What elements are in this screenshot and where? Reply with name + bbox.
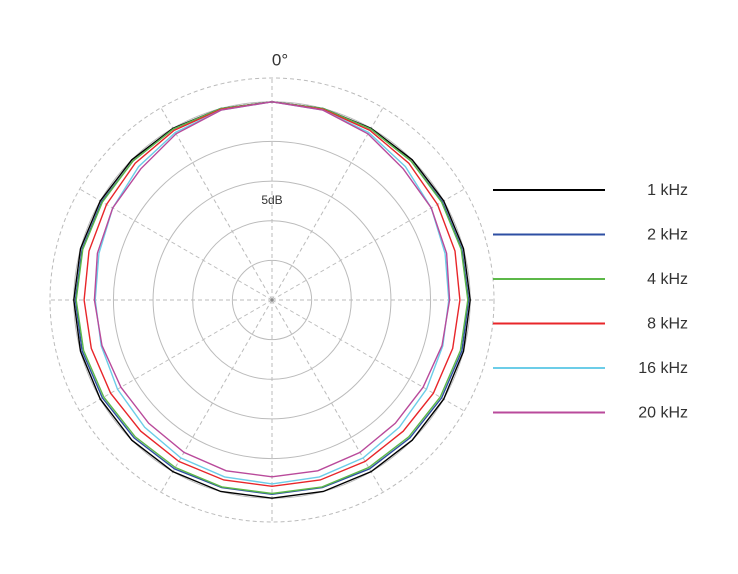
outer-frame — [49, 77, 495, 523]
spoke — [79, 299, 273, 412]
legend-label: 16 kHz — [638, 360, 688, 377]
legend-label: 1 kHz — [647, 182, 688, 199]
angle-label: 0° — [272, 50, 288, 69]
spoke — [160, 107, 273, 301]
series-line — [73, 101, 471, 499]
series-line — [75, 101, 469, 495]
legend-label: 20 kHz — [638, 405, 688, 422]
legend-label: 4 kHz — [647, 271, 688, 288]
spoke — [271, 188, 465, 301]
ring-label: 5dB — [261, 193, 282, 207]
series-line — [93, 101, 451, 478]
ring — [112, 140, 432, 460]
spoke — [79, 188, 273, 301]
series-line — [74, 101, 470, 496]
spoke — [160, 299, 273, 493]
center-dot — [270, 298, 274, 302]
spoke — [271, 299, 465, 412]
series-line — [83, 101, 461, 488]
ring — [192, 220, 352, 380]
legend-label: 2 kHz — [647, 227, 688, 244]
spoke — [271, 107, 384, 301]
spoke — [271, 299, 384, 493]
ring — [231, 259, 313, 341]
ring — [152, 180, 392, 420]
legend-label: 8 kHz — [647, 316, 688, 333]
